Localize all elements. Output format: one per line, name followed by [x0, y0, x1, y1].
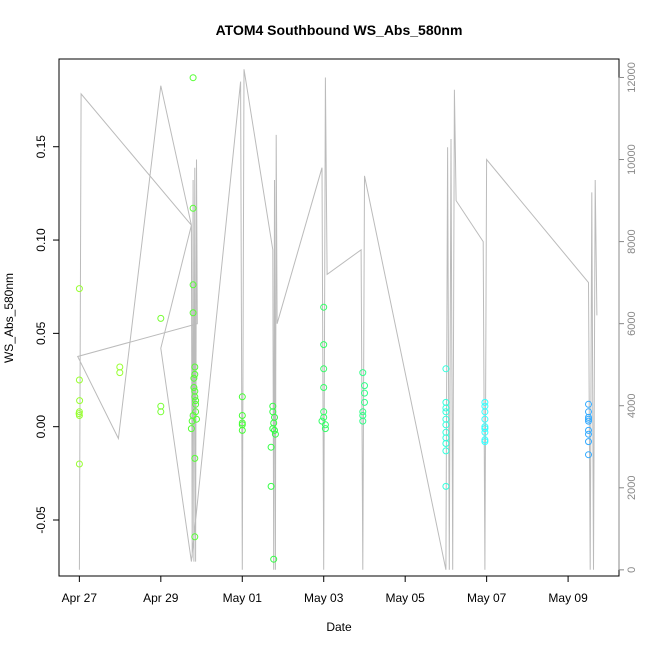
- y2-tick-label: 10000: [626, 144, 638, 175]
- y-axis-right: 0 2000 4000 6000 8000 10000 12000: [618, 62, 638, 573]
- scatter-series: [75, 74, 592, 563]
- data-point: [189, 204, 197, 212]
- data-point: [585, 415, 592, 423]
- x-tick-label: May 03: [304, 591, 344, 605]
- data-point: [585, 417, 592, 425]
- data-point: [191, 454, 199, 462]
- data-point: [481, 408, 489, 416]
- data-point: [481, 438, 489, 446]
- data-point: [271, 426, 278, 434]
- y-tick-label: 0.05: [34, 321, 48, 345]
- data-point: [442, 447, 450, 455]
- data-point: [321, 421, 329, 429]
- secondary-series-line: [76, 69, 598, 570]
- x-tick-label: May 09: [548, 591, 588, 605]
- data-point: [75, 460, 83, 468]
- y-axis: -0.05 0.00 0.05 0.10 0.15: [34, 135, 60, 534]
- data-point: [116, 369, 124, 377]
- x-tick-label: May 01: [223, 591, 263, 605]
- data-point: [585, 426, 592, 434]
- data-point: [442, 421, 450, 429]
- data-point: [442, 365, 450, 373]
- y-tick-label: -0.05: [34, 506, 48, 534]
- data-point: [585, 451, 592, 459]
- y-tick-label: 0.00: [34, 415, 48, 439]
- data-point: [270, 555, 278, 563]
- data-point: [320, 303, 328, 311]
- data-point: [75, 376, 83, 384]
- data-point: [191, 393, 199, 401]
- data-point: [238, 426, 246, 434]
- data-point: [359, 369, 367, 377]
- data-point: [157, 314, 165, 322]
- data-point: [361, 389, 368, 397]
- data-point: [238, 393, 246, 401]
- data-point: [321, 425, 329, 433]
- data-point: [267, 443, 275, 451]
- y2-tick-label: 4000: [626, 393, 638, 417]
- data-point: [361, 398, 368, 406]
- x-tick-label: Apr 29: [143, 591, 179, 605]
- data-point: [191, 363, 199, 371]
- data-point: [442, 404, 450, 412]
- data-point: [157, 408, 165, 416]
- data-point: [189, 309, 197, 317]
- data-point: [75, 412, 83, 419]
- data-point: [442, 440, 450, 447]
- data-point: [481, 428, 489, 436]
- data-point: [189, 281, 197, 289]
- data-point: [271, 430, 279, 438]
- chart-title: ATOM4 Southbound WS_Abs_580nm: [216, 22, 463, 38]
- data-point: [267, 482, 275, 490]
- data-point: [188, 417, 196, 425]
- data-point: [192, 400, 200, 408]
- data-point: [442, 408, 450, 416]
- data-point: [585, 400, 592, 408]
- secondary-series: [76, 69, 598, 570]
- y-axis-label: WS_Abs_580nm: [2, 273, 16, 363]
- data-point: [359, 408, 367, 416]
- data-point: [76, 397, 84, 405]
- data-point: [361, 382, 368, 390]
- data-point: [191, 370, 199, 378]
- data-point: [481, 425, 489, 433]
- data-point: [190, 384, 198, 391]
- x-axis: Apr 27 Apr 29 May 01 May 03 May 05 May 07 May …: [62, 575, 588, 605]
- data-point: [585, 430, 592, 438]
- y2-tick-label: 6000: [626, 311, 638, 335]
- x-tick-label: May 07: [467, 591, 507, 605]
- data-point: [481, 415, 489, 423]
- data-point: [187, 425, 195, 433]
- y2-tick-label: 8000: [626, 229, 638, 253]
- x-tick-label: Apr 27: [62, 591, 98, 605]
- data-point: [269, 425, 277, 433]
- data-point: [585, 438, 592, 446]
- data-point: [359, 417, 367, 425]
- data-point: [481, 398, 489, 406]
- data-point: [191, 533, 199, 541]
- data-point: [75, 285, 83, 293]
- data-point: [238, 412, 246, 419]
- data-point: [320, 365, 328, 373]
- data-point: [320, 341, 328, 349]
- plot-frame: [58, 58, 620, 577]
- y2-tick-label: 2000: [626, 476, 638, 500]
- data-point: [320, 384, 328, 391]
- data-point: [320, 413, 328, 421]
- data-point: [190, 374, 198, 382]
- data-point: [192, 397, 200, 405]
- y2-tick-label: 0: [626, 567, 638, 573]
- y-tick-label: 0.10: [34, 228, 48, 252]
- data-point: [189, 74, 197, 82]
- y-tick-label: 0.15: [34, 135, 48, 159]
- x-tick-label: May 05: [386, 591, 426, 605]
- data-point: [193, 415, 200, 423]
- y2-tick-label: 12000: [626, 62, 638, 93]
- data-point: [442, 482, 450, 490]
- x-axis-label: Date: [326, 620, 352, 634]
